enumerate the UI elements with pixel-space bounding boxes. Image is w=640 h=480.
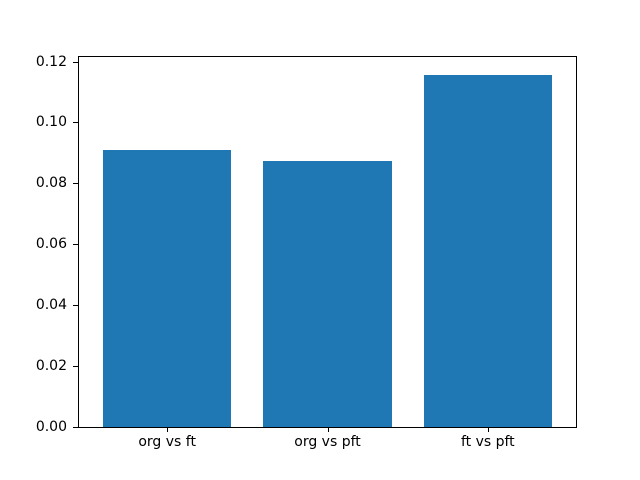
x-tick-label: org vs pft [294, 434, 361, 450]
bar-ft-vs-pft [423, 74, 552, 427]
y-tick-mark [73, 305, 78, 306]
y-tick-mark [73, 62, 78, 63]
y-tick-label: 0.04 [35, 297, 67, 314]
x-tick-mark [487, 427, 489, 432]
y-tick-label: 0.12 [35, 53, 67, 70]
y-tick-label: 0.00 [35, 419, 67, 435]
y-tick-label: 0.08 [35, 175, 67, 192]
bar-org-vs-ft [103, 149, 232, 427]
x-tick-mark [167, 427, 169, 432]
x-tick-label: ft vs pft [460, 434, 515, 450]
y-tick-label: 0.02 [35, 358, 67, 375]
y-tick-mark [73, 122, 78, 123]
y-tick-mark [73, 183, 78, 184]
y-tick-mark [73, 244, 78, 245]
y-tick-mark [73, 366, 78, 367]
bar-org-vs-pft [263, 160, 392, 427]
y-tick-label: 0.10 [35, 114, 67, 131]
x-tick-label: org vs ft [138, 434, 196, 450]
y-tick-mark [73, 427, 78, 428]
bars-container [79, 57, 576, 427]
y-tick-label: 0.06 [35, 236, 67, 253]
x-tick-mark [327, 427, 329, 432]
plot-area [78, 56, 577, 428]
